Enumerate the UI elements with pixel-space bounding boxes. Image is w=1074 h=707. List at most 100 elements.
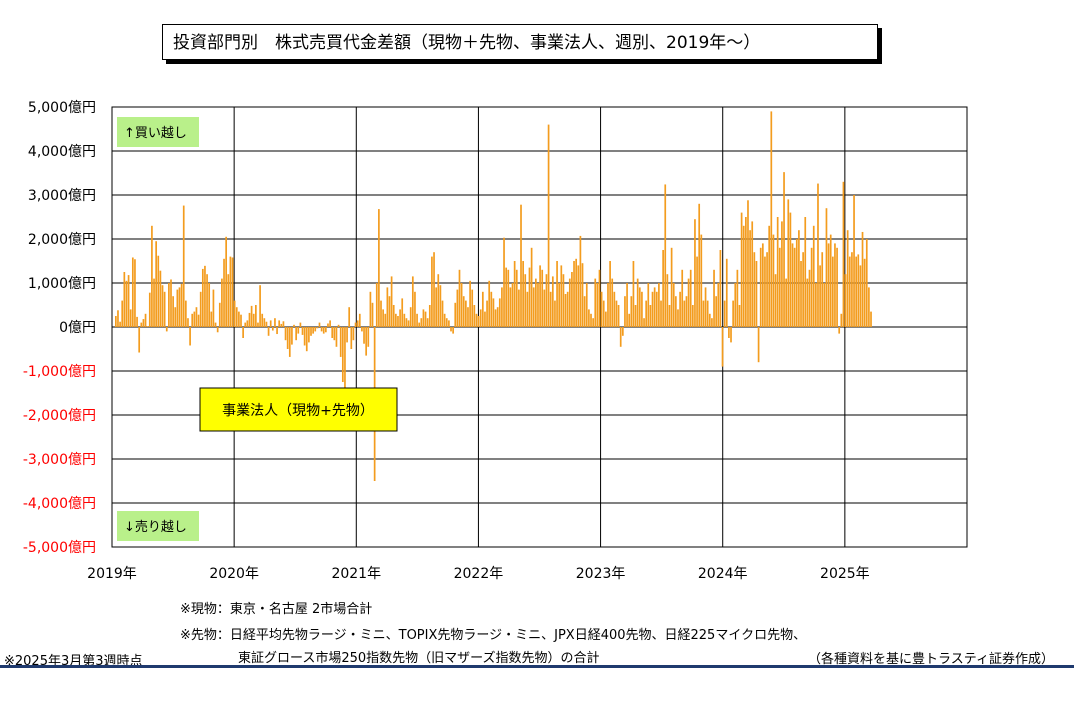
bar [295,327,298,341]
bar [715,296,718,327]
bar [791,243,794,327]
note-source: （各種資料を基に豊トラスティ証券作成） [808,652,1054,667]
bar [456,289,459,327]
bar [863,258,866,327]
bar [607,283,609,327]
bar [210,311,213,327]
bar [172,296,174,327]
bar [545,274,548,327]
bar [227,274,230,327]
bar [248,312,251,327]
y-tick-label: -3,000億円 [23,452,96,468]
bar [365,327,368,356]
bar [503,237,505,327]
bar [250,305,253,327]
bar [312,327,314,334]
bar [581,263,584,327]
bar [675,296,677,327]
x-tick-label: 2020年 [209,566,259,582]
bar [725,258,728,327]
bar [197,314,200,327]
bar [704,287,707,327]
bar [288,327,291,357]
bar [804,217,807,327]
bar [662,250,664,327]
bar [479,309,482,327]
bar [834,243,836,327]
bar [416,313,418,327]
bar [450,327,452,332]
bar [218,302,221,327]
bar [685,296,688,327]
bar [371,302,374,327]
bar [403,313,406,327]
y-tick-label: 3,000億円 [28,188,96,204]
bar [562,274,565,327]
bar [728,327,730,338]
bar [810,247,813,327]
bar [613,291,616,327]
bar [838,327,841,334]
bar [460,283,463,327]
bar [806,278,809,327]
bar [348,307,351,327]
bar [458,269,461,327]
bar [651,291,654,327]
bar [350,327,353,349]
bar [753,252,756,327]
bar [827,243,830,327]
bar [770,111,773,328]
bar [681,269,684,327]
bar [842,181,845,327]
bar [189,327,191,346]
bar [382,309,384,327]
bar [386,287,389,327]
bar [615,300,618,327]
bar [755,261,758,327]
bar [789,212,792,327]
bar [573,261,575,327]
bar [435,287,438,327]
bar [840,313,843,327]
bar [337,324,340,327]
bar [341,327,344,382]
bar [658,283,660,327]
bar [647,283,650,327]
bar [233,300,236,327]
bar [713,269,715,327]
bar [401,298,404,327]
bar [766,252,768,327]
bar [193,311,196,327]
bar [477,316,480,327]
bar [596,283,599,327]
bar [399,309,401,327]
bar [409,307,412,327]
bar [424,311,427,327]
x-tick-label: 2021年 [331,566,381,582]
bar [129,309,132,327]
bar [146,326,149,327]
bar [225,236,228,327]
bar [195,307,198,327]
bar [223,258,225,327]
bar [269,320,272,327]
bar [261,313,264,327]
bar [723,300,726,327]
buy-annotation-bg [117,117,199,147]
bar [339,327,342,357]
bar [246,320,249,327]
bar [318,322,321,327]
bar [433,252,435,327]
bar [303,327,306,346]
y-tick-label: 5,000億円 [28,100,96,116]
bar [212,289,215,327]
bar [571,272,573,327]
bar [178,287,181,327]
bar [738,305,741,327]
bar [221,278,223,327]
bar [407,320,410,327]
y-tick-label: 1,000億円 [28,276,96,292]
y-tick-label: -5,000億円 [23,540,96,556]
bar [848,256,851,327]
bar [428,305,431,327]
